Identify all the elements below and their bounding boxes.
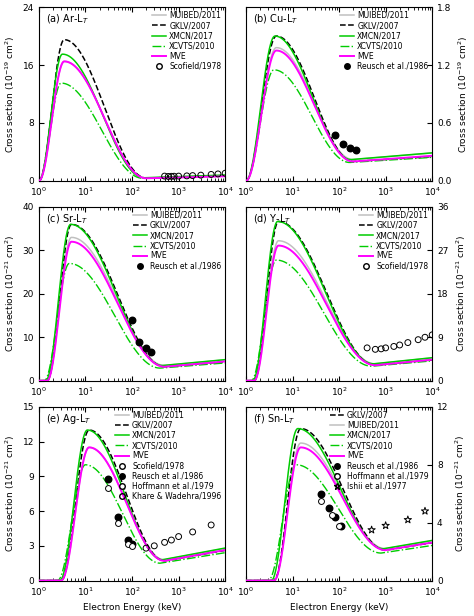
Point <box>339 139 346 149</box>
Point <box>168 535 175 545</box>
Point <box>325 503 333 513</box>
Point <box>124 535 131 545</box>
Legend: MUIBED/2011, GKLV/2007, XMCN/2017, XCVTS/2010, MVE, Scofield/1978, Reusch et al.: MUIBED/2011, GKLV/2007, XMCN/2017, XCVTS… <box>114 409 223 503</box>
Point <box>382 343 390 353</box>
Point <box>404 515 411 525</box>
Point <box>335 521 343 530</box>
Point <box>337 521 345 530</box>
Text: (a) Ar-L$_T$: (a) Ar-L$_T$ <box>46 12 90 26</box>
Point <box>390 341 398 351</box>
Point <box>335 521 343 530</box>
Point <box>104 474 111 484</box>
Point <box>317 496 324 506</box>
Text: (b) Cu-L$_T$: (b) Cu-L$_T$ <box>254 12 299 26</box>
Point <box>142 343 150 353</box>
Text: (e) Ag-L$_T$: (e) Ag-L$_T$ <box>46 412 91 426</box>
Point <box>124 538 131 548</box>
Point <box>421 506 429 516</box>
Point <box>382 521 390 530</box>
Point <box>346 143 354 153</box>
Point <box>114 517 122 527</box>
Point <box>114 512 122 522</box>
Point <box>328 511 336 521</box>
Legend: MUIBED/2011, GKLV/2007, XMCN/2017, XCVTS/2010, MVE, Reusch et al./1986: MUIBED/2011, GKLV/2007, XMCN/2017, XCVTS… <box>132 209 223 272</box>
Y-axis label: Cross section (10$^{-19}$ cm$^2$): Cross section (10$^{-19}$ cm$^2$) <box>457 35 470 153</box>
Point <box>189 527 196 537</box>
Point <box>135 337 143 347</box>
Text: (c) Sr-L$_T$: (c) Sr-L$_T$ <box>46 212 88 226</box>
Legend: MUIBED/2011, GKLV/2007, XMCN/2017, XCVTS/2010, MVE, Reusch et al./1986: MUIBED/2011, GKLV/2007, XMCN/2017, XCVTS… <box>339 9 430 72</box>
Point <box>104 483 111 493</box>
X-axis label: Electron Energy (keV): Electron Energy (keV) <box>83 604 181 612</box>
Legend: MUIBED/2011, GKLV/2007, XMCN/2017, XCVTS/2010, MVE, Scofield/1978: MUIBED/2011, GKLV/2007, XMCN/2017, XCVTS… <box>151 9 223 72</box>
Point <box>142 543 150 553</box>
Y-axis label: Cross section (10$^{-21}$ cm$^2$): Cross section (10$^{-21}$ cm$^2$) <box>4 235 17 352</box>
Y-axis label: Cross section (10$^{-21}$ cm$^2$): Cross section (10$^{-21}$ cm$^2$) <box>454 435 467 553</box>
Point <box>331 512 338 522</box>
Point <box>175 532 182 541</box>
Point <box>104 483 111 493</box>
Y-axis label: Cross section (10$^{-21}$ cm$^2$): Cross section (10$^{-21}$ cm$^2$) <box>454 235 467 352</box>
Point <box>150 541 158 551</box>
Point <box>183 171 191 181</box>
Point <box>363 343 371 353</box>
Point <box>368 525 375 535</box>
Y-axis label: Cross section (10$^{-19}$ cm$^2$): Cross section (10$^{-19}$ cm$^2$) <box>4 35 17 153</box>
Point <box>147 347 155 357</box>
Point <box>331 131 338 140</box>
Point <box>396 340 403 350</box>
Point <box>207 520 215 530</box>
Point <box>161 171 168 181</box>
Point <box>128 315 136 325</box>
Point <box>352 145 360 155</box>
Text: (d) Y-L$_T$: (d) Y-L$_T$ <box>254 212 292 226</box>
Point <box>128 541 136 551</box>
Y-axis label: Cross section (10$^{-21}$ cm$^2$): Cross section (10$^{-21}$ cm$^2$) <box>4 435 17 553</box>
Legend: MUIBED/2011, GKLV/2007, XMCN/2017, XCVTS/2010, MVE, Scofield/1978: MUIBED/2011, GKLV/2007, XMCN/2017, XCVTS… <box>358 209 430 272</box>
Point <box>214 169 222 179</box>
Point <box>421 333 429 342</box>
Point <box>404 338 411 347</box>
Point <box>207 169 215 179</box>
Point <box>170 171 178 181</box>
Point <box>197 170 205 180</box>
Point <box>124 538 131 548</box>
Point <box>414 334 422 344</box>
Point <box>161 537 168 547</box>
Point <box>189 171 196 180</box>
Point <box>328 511 336 521</box>
Point <box>377 344 385 354</box>
Point <box>164 171 172 181</box>
Point <box>428 330 436 340</box>
Point <box>372 344 379 354</box>
Point <box>128 538 136 548</box>
Point <box>128 541 136 551</box>
Legend: GKLV/2007, MUIBED/2011, XMCN/2017, XCVTS/2010, MVE, Reusch et al./1986, Hoffmann: GKLV/2007, MUIBED/2011, XMCN/2017, XCVTS… <box>328 409 430 492</box>
Point <box>221 168 229 178</box>
Point <box>175 171 182 181</box>
Point <box>317 496 324 506</box>
Point <box>114 517 122 527</box>
Text: (f) Sn-L$_T$: (f) Sn-L$_T$ <box>254 412 295 426</box>
Point <box>168 171 175 181</box>
Point <box>317 488 324 498</box>
X-axis label: Electron Energy (keV): Electron Energy (keV) <box>290 604 388 612</box>
